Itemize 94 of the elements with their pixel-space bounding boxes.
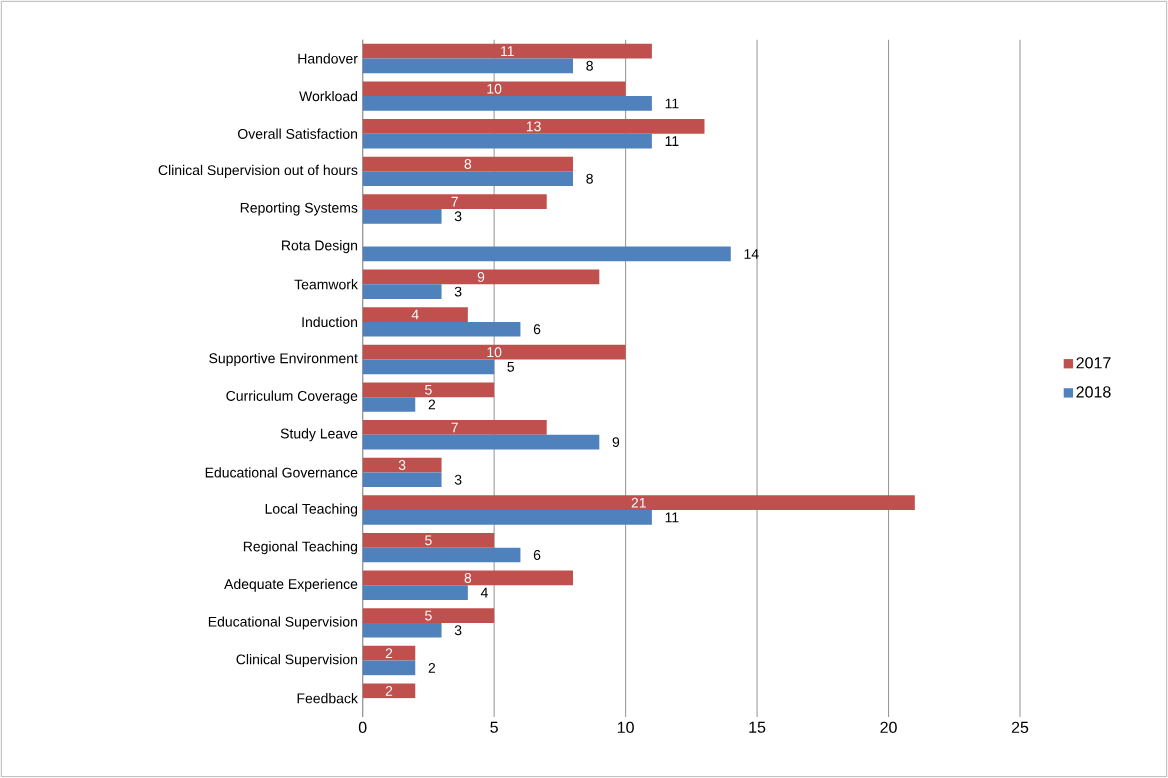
legend-label: 2017	[1076, 357, 1111, 369]
data-label: 7	[451, 196, 458, 207]
legend-label: 2018	[1076, 386, 1111, 398]
bar	[362, 171, 574, 187]
bar	[362, 570, 574, 586]
bar	[362, 246, 731, 262]
data-label: 8	[586, 173, 593, 184]
bar	[362, 645, 416, 661]
data-label: 21	[631, 497, 646, 508]
bar	[362, 208, 442, 224]
bar	[362, 96, 652, 111]
data-label: 3	[454, 286, 462, 297]
data-label: 11	[501, 46, 514, 56]
bar	[362, 457, 442, 473]
data-label: 9	[477, 271, 485, 282]
y-tick-label: Clinical Supervision out of hours	[158, 164, 358, 178]
data-label: 2	[385, 685, 393, 696]
bar	[362, 194, 547, 209]
y-tick-label: Adequate Experience	[224, 578, 358, 592]
data-label: 11	[665, 136, 679, 146]
bar	[362, 81, 626, 97]
bar	[362, 321, 521, 337]
y-tick-label: Regional Teaching	[243, 541, 358, 555]
data-label: 11	[665, 98, 679, 109]
bar	[362, 622, 442, 638]
bar	[362, 359, 495, 375]
data-label: 6	[533, 550, 541, 560]
data-label: 2	[428, 399, 436, 410]
bar	[362, 608, 495, 623]
bar	[362, 434, 600, 450]
bar	[362, 420, 547, 435]
bar	[362, 397, 416, 412]
data-label: 9	[612, 437, 620, 448]
y-tick-label: Reporting Systems	[240, 202, 358, 216]
x-tick-label: 0	[358, 721, 367, 734]
bar	[362, 58, 574, 74]
data-label: 5	[425, 384, 432, 395]
bar	[362, 510, 652, 525]
data-label: 8	[586, 60, 593, 71]
bar	[362, 156, 574, 172]
bar	[362, 382, 495, 398]
data-label: 10	[487, 347, 502, 358]
bar	[362, 133, 652, 149]
data-label: 3	[398, 460, 406, 471]
data-label: 2	[428, 663, 436, 673]
bar	[362, 307, 468, 322]
bar	[362, 269, 600, 285]
data-label: 13	[526, 121, 541, 132]
bar	[362, 284, 442, 299]
y-tick-label: Handover	[298, 53, 358, 64]
bar	[362, 495, 915, 511]
y-tick-label: Curriculum Coverage	[226, 390, 358, 404]
bar	[362, 660, 416, 676]
bar	[362, 683, 416, 699]
y-tick-label: Induction	[302, 316, 358, 328]
y-tick-label: Educational Supervision	[208, 616, 358, 630]
data-label: 6	[533, 324, 541, 335]
data-label: 4	[411, 309, 419, 320]
data-label: 7	[451, 422, 458, 433]
x-tick-label: 10	[617, 721, 634, 734]
data-label: 14	[744, 249, 759, 259]
data-label: 3	[454, 625, 462, 636]
data-label: 11	[665, 512, 679, 523]
y-tick-label: Local Teaching	[265, 503, 358, 517]
data-label: 5	[425, 535, 432, 546]
y-tick-label: Feedback	[297, 693, 358, 704]
data-label: 5	[507, 361, 515, 372]
data-label: 3	[454, 211, 462, 222]
data-label: 8	[464, 159, 472, 169]
data-label: 4	[480, 587, 488, 598]
data-label: 10	[487, 83, 502, 94]
y-tick-label: Workload	[299, 90, 358, 102]
bar	[362, 472, 442, 488]
bar	[362, 532, 495, 548]
x-tick-label: 15	[749, 721, 766, 733]
y-tick-label: Clinical Supervision	[236, 654, 358, 668]
y-tick-label: Rota Design	[282, 240, 358, 254]
x-tick-label: 5	[490, 721, 498, 733]
data-label: 2	[385, 648, 393, 659]
data-label: 8	[464, 573, 472, 583]
x-tick-label: 20	[880, 721, 897, 734]
x-tick-label: 25	[1011, 721, 1029, 734]
bar	[362, 547, 521, 563]
y-tick-label: Educational Governance	[205, 467, 358, 478]
bar	[362, 344, 626, 360]
y-tick-label: Supportive Environment	[209, 352, 358, 367]
bar	[362, 43, 652, 59]
data-label: 3	[454, 474, 462, 485]
bar	[362, 119, 705, 134]
y-tick-label: Overall Satisfaction	[238, 128, 358, 139]
y-tick-label: Teamwork	[294, 279, 358, 290]
y-tick-label: Study Leave	[280, 428, 358, 442]
bar	[362, 585, 468, 600]
data-label: 5	[425, 610, 432, 621]
